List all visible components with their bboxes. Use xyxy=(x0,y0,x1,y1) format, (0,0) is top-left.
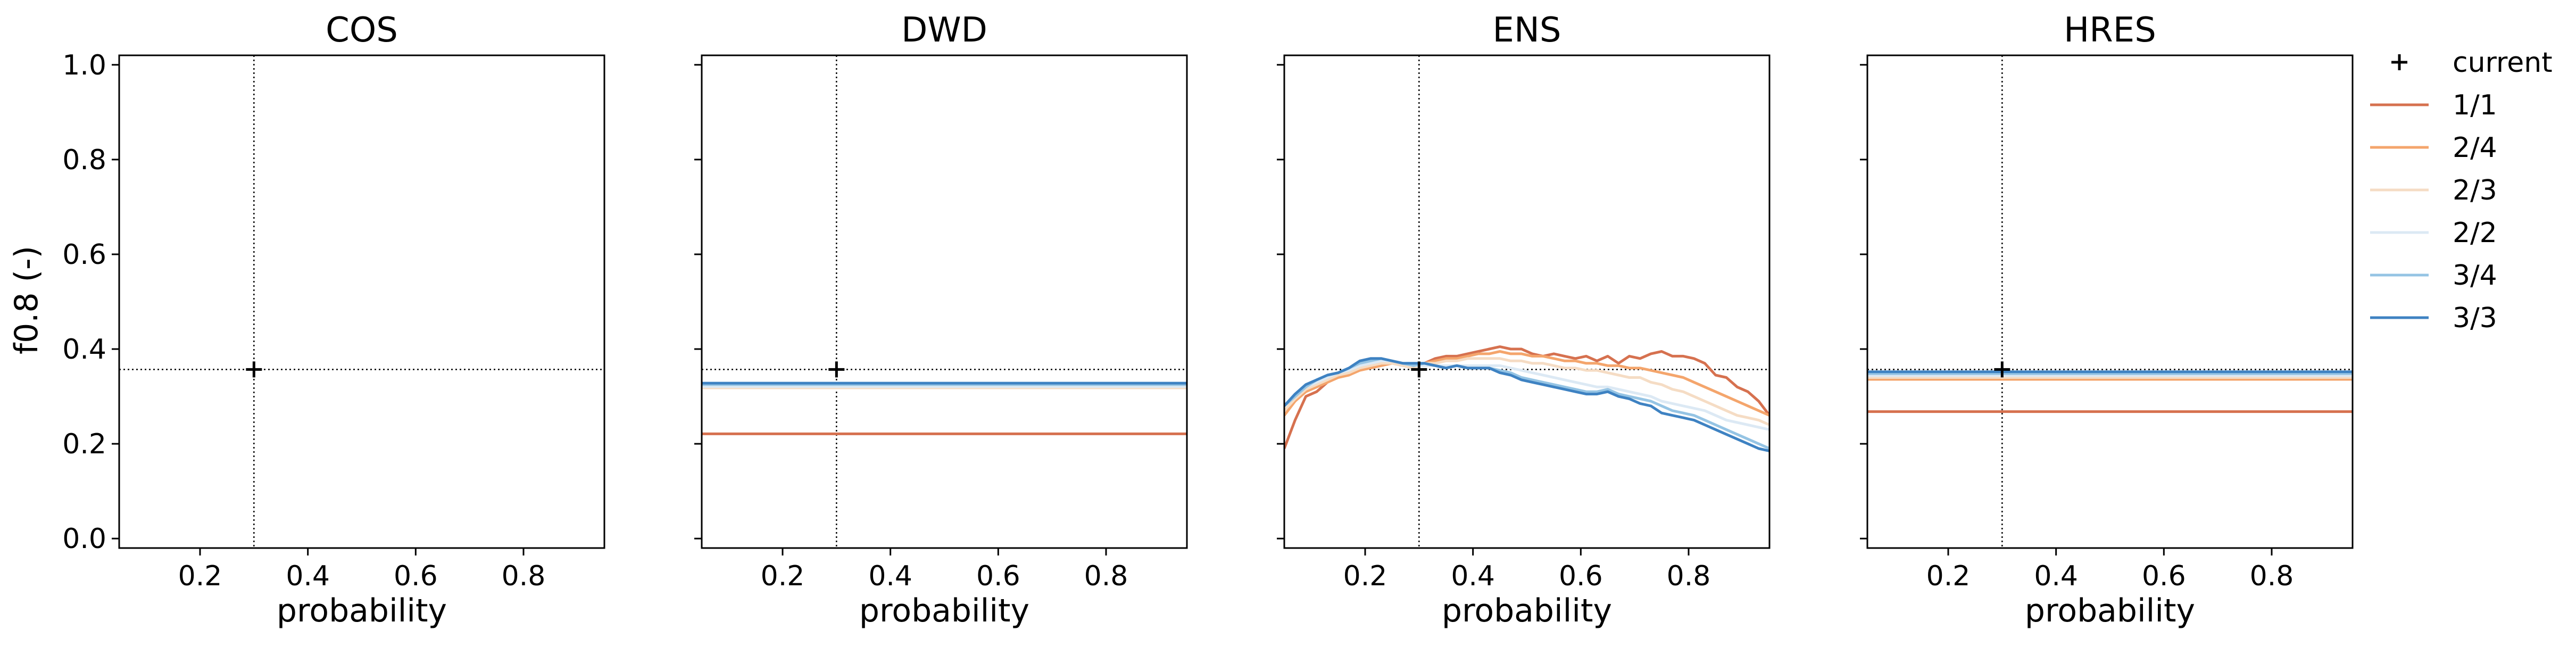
x-tick-label: 0.2 xyxy=(1343,560,1387,592)
x-tick-label: 0.6 xyxy=(1559,560,1603,592)
x-tick-label: 0.6 xyxy=(2142,560,2186,592)
x-tick-label: 0.8 xyxy=(1084,560,1128,592)
current-marker xyxy=(1994,361,2010,378)
panels-layer: 0.0 0.2 0.4 0.6 0.8 1.0 0.2 0.4 0.6 0.8 probabilit… xyxy=(62,11,2354,629)
panel-hres: 0.2 0.4 0.6 0.8 probability HRES xyxy=(1860,11,2354,629)
series-line-3-4 xyxy=(1284,357,1769,450)
x-tick-label: 0.4 xyxy=(286,560,330,592)
y-tick-label: 0.6 xyxy=(62,239,106,271)
plot-frame xyxy=(701,54,1188,549)
legend-label: 2/3 xyxy=(2453,175,2497,206)
panel-title: HRES xyxy=(2064,11,2156,50)
x-axis-label: probability xyxy=(277,592,447,629)
current-marker xyxy=(246,361,262,378)
legend-item-3-3: 3/3 xyxy=(2370,302,2497,334)
x-tick-label: 0.2 xyxy=(1926,560,1971,592)
plot-frame xyxy=(118,54,605,549)
panel-title: DWD xyxy=(901,11,987,50)
x-tick-label: 0.6 xyxy=(394,560,438,592)
plot-frame xyxy=(1283,54,1771,549)
legend-item-3-4: 3/4 xyxy=(2370,260,2497,292)
series-line-2-3 xyxy=(1284,357,1769,426)
series-group xyxy=(702,381,1187,435)
series-group xyxy=(1284,345,1769,452)
series-line-3-3 xyxy=(1284,357,1769,452)
panel-title: COS xyxy=(326,11,398,50)
legend-label: 2/2 xyxy=(2453,217,2497,249)
x-axis-label: probability xyxy=(2025,592,2195,629)
x-tick-label: 0.8 xyxy=(502,560,546,592)
legend-item-2-2: 2/2 xyxy=(2370,217,2497,249)
legend-item-2-3: 2/3 xyxy=(2370,175,2497,206)
x-tick-label: 0.8 xyxy=(2250,560,2294,592)
plot-frame xyxy=(1866,54,2354,549)
legend-item-current: current xyxy=(2391,47,2553,79)
x-tick-label: 0.4 xyxy=(1451,560,1495,592)
legend-label: 1/1 xyxy=(2453,89,2497,121)
panel-title: ENS xyxy=(1493,11,1561,50)
series-line-2-4 xyxy=(1284,350,1769,417)
legend-item-1-1: 1/1 xyxy=(2370,89,2497,121)
y-tick-label: 0.2 xyxy=(62,428,106,460)
series-group xyxy=(1867,370,2353,413)
panel-cos: 0.0 0.2 0.4 0.6 0.8 1.0 0.2 0.4 0.6 0.8 probabilit… xyxy=(62,11,605,629)
x-tick-label: 0.8 xyxy=(1667,560,1711,592)
legend-label: 3/4 xyxy=(2453,260,2497,292)
x-tick-label: 0.4 xyxy=(868,560,912,592)
y-tick-label: 0.8 xyxy=(62,144,106,176)
legend: current 1/1 2/4 2/3 2/2 3/4 3/3 xyxy=(2370,47,2553,334)
x-tick-label: 0.4 xyxy=(2034,560,2078,592)
legend-item-2-4: 2/4 xyxy=(2370,132,2497,164)
y-axis-label: f0.8 (-) xyxy=(8,246,45,354)
x-axis-label: probability xyxy=(1442,592,1612,629)
series-line-2-2 xyxy=(1284,359,1769,431)
x-axis-label: probability xyxy=(859,592,1029,629)
panel-dwd: 0.2 0.4 0.6 0.8 probability DWD xyxy=(694,11,1188,629)
legend-label: 2/4 xyxy=(2453,132,2497,164)
x-tick-label: 0.2 xyxy=(761,560,805,592)
legend-label: current xyxy=(2453,47,2553,79)
y-tick-label: 1.0 xyxy=(62,49,106,81)
current-marker xyxy=(1411,361,1427,378)
x-tick-label: 0.6 xyxy=(976,560,1020,592)
panel-ens: 0.2 0.4 0.6 0.8 probability ENS xyxy=(1277,11,1771,629)
legend-label: 3/3 xyxy=(2453,302,2497,334)
y-tick-label: 0.4 xyxy=(62,334,106,366)
current-marker xyxy=(828,361,845,378)
x-tick-label: 0.2 xyxy=(178,560,222,592)
y-tick-label: 0.0 xyxy=(62,523,106,555)
